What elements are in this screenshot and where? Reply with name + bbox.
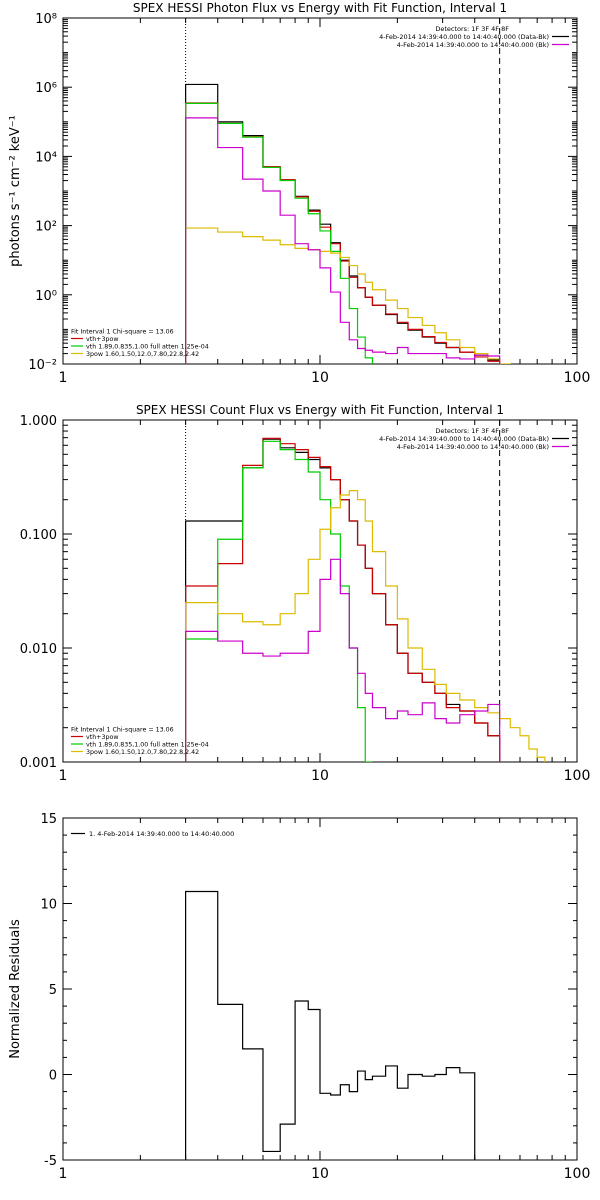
y-axis-ticks: 0.001 0.010 0.100 1.000 xyxy=(20,414,577,771)
chart-panel-2: SPEX HESSI Count Flux vs Energy with Fit… xyxy=(20,403,591,784)
y-axis-ticks: -5 0 5 10 15 xyxy=(40,812,577,1169)
y-axis-label: Normalized Residuals xyxy=(8,919,23,1059)
y-tick-label: 10⁰ xyxy=(35,289,57,304)
y-tick-label: -5 xyxy=(44,1154,57,1169)
series-line-5 xyxy=(185,117,501,364)
legend-title: Detectors: 1F 3F 4F 8F xyxy=(435,427,509,435)
legend-entry-label: 3pow 1.60,1.50,12.0,7.80,22.8,2.42 xyxy=(86,351,199,358)
y-tick-label: 10⁴ xyxy=(35,150,57,165)
y-tick-label: 0.001 xyxy=(20,756,57,771)
y-axis-ticks: 10⁻² 10⁰ 10² 10⁴ 10⁶ 10⁸ xyxy=(28,12,577,373)
y-tick-label: 0.100 xyxy=(20,528,57,543)
x-tick-label: 1 xyxy=(59,1166,68,1182)
legend-title: Detectors: 1F 3F 4F 8F xyxy=(435,25,509,33)
y-tick-label: 10² xyxy=(35,220,57,235)
y-tick-label: 10 xyxy=(40,898,57,913)
y-tick-label: 10⁸ xyxy=(35,12,57,27)
y-tick-label: 0.010 xyxy=(20,642,57,657)
legend-entry-label: 4-Feb-2014 14:39:40.000 to 14:40:40.000 … xyxy=(379,33,549,41)
legend-bottom: Fit Interval 1 Chi-square = 13.06vth+3po… xyxy=(71,329,209,358)
series-line-3 xyxy=(185,102,374,364)
plot-frame xyxy=(62,817,578,1161)
x-tick-label: 100 xyxy=(564,768,591,784)
y-tick-label: 5 xyxy=(49,983,57,998)
legend-entry-label: vth 1.89,0.835,1.00 full atten 1.25e-04 xyxy=(86,344,209,351)
series-line-4 xyxy=(185,227,511,364)
legend-top: Detectors: 1F 3F 4F 8F4-Feb-2014 14:39:4… xyxy=(379,427,569,451)
x-axis-ticks: 1 10 100 xyxy=(59,420,591,784)
x-tick-label: 10 xyxy=(311,370,329,386)
series-group xyxy=(185,83,511,364)
series-line-4 xyxy=(185,490,546,762)
legend-entry-label: vth 1.89,0.835,1.00 full atten 1.25e-04 xyxy=(86,742,209,749)
series-line-1 xyxy=(185,83,501,364)
x-tick-label: 1 xyxy=(59,768,68,784)
legend-entry-label: Fit Interval 1 Chi-square = 13.06 xyxy=(71,329,174,336)
series-line-2 xyxy=(185,102,501,364)
y-tick-label: 10⁶ xyxy=(35,81,57,96)
y-tick-label: 15 xyxy=(40,812,57,827)
series-group xyxy=(185,437,546,762)
legend-entry-label: vth+3pow xyxy=(86,734,118,741)
chart-panel-1: SPEX HESSI Photon Flux vs Energy with Fi… xyxy=(8,1,591,386)
x-tick-label: 10 xyxy=(311,1166,329,1182)
series-line-5 xyxy=(185,558,501,762)
series-group xyxy=(185,890,476,1160)
x-axis-ticks: 1 10 100 xyxy=(59,18,591,386)
legend-entry-label: 4-Feb-2014 14:39:40.000 to 14:40:40.000 … xyxy=(379,435,549,443)
x-tick-label: 10 xyxy=(311,768,329,784)
legend-top: Detectors: 1F 3F 4F 8F4-Feb-2014 14:39:4… xyxy=(379,25,569,49)
x-tick-label: 1 xyxy=(59,370,68,386)
legend-bottom: Fit Interval 1 Chi-square = 13.06vth+3po… xyxy=(71,727,209,756)
series-line-1 xyxy=(185,890,476,1160)
legend-entry-label: vth+3pow xyxy=(86,336,118,343)
legend-entry-label: 4-Feb-2014 14:39:40.000 to 14:40:40.000 … xyxy=(397,443,549,451)
chart-title: SPEX HESSI Photon Flux vs Energy with Fi… xyxy=(133,1,507,15)
x-axis-ticks: 1 10 100 xyxy=(59,818,591,1182)
legend-entry-label: Fit Interval 1 Chi-square = 13.06 xyxy=(71,727,174,734)
series-line-2 xyxy=(185,437,501,762)
x-tick-label: 100 xyxy=(564,370,591,386)
y-tick-label: 10⁻² xyxy=(28,358,57,373)
legend-entry-label: 3pow 1.60,1.50,12.0,7.80,22.8,2.42 xyxy=(86,749,199,756)
series-line-1 xyxy=(185,438,501,762)
chart-title: SPEX HESSI Count Flux vs Energy with Fit… xyxy=(136,403,504,417)
y-tick-label: 0 xyxy=(49,1069,57,1084)
chart-panel-3: 1 10 100 -5 0 5 10 15 Normalized Residuals 1. 4-F… xyxy=(8,812,591,1182)
y-tick-label: 1.000 xyxy=(20,414,57,429)
legend: 1. 4-Feb-2014 14:39:40.000 to 14:40:40.0… xyxy=(71,830,234,838)
y-axis-label: photons s⁻¹ cm⁻² keV⁻¹ xyxy=(8,115,23,267)
x-tick-label: 100 xyxy=(564,1166,591,1182)
legend-entry-label: 4-Feb-2014 14:39:40.000 to 14:40:40.000 … xyxy=(397,41,549,49)
legend-entry-label: 1. 4-Feb-2014 14:39:40.000 to 14:40:40.0… xyxy=(89,830,234,838)
